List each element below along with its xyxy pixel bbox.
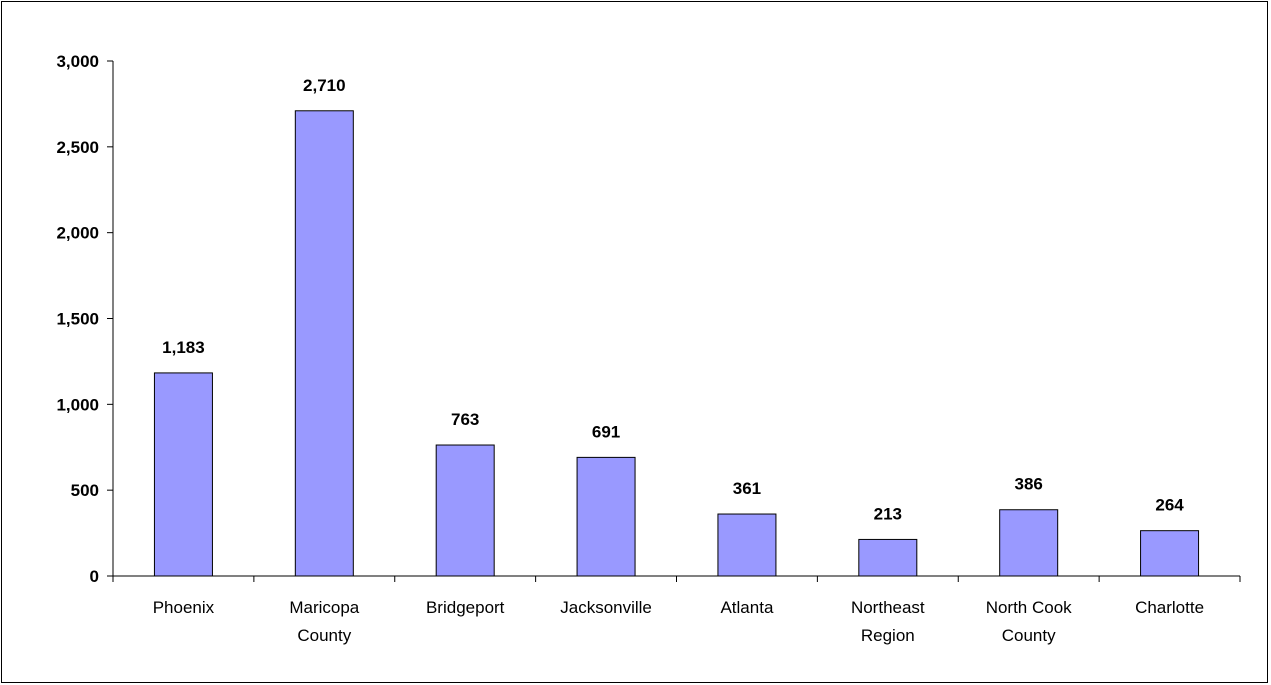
- bar: [999, 509, 1059, 577]
- x-tick-label: County: [297, 626, 351, 645]
- x-tick-label: Northeast: [851, 598, 925, 617]
- bar: [717, 513, 777, 577]
- bar: [294, 110, 354, 577]
- y-tick-label: 500: [71, 481, 99, 500]
- data-label: 1,183: [162, 338, 205, 357]
- x-tick-label: Charlotte: [1135, 598, 1204, 617]
- x-tick-label: Bridgeport: [426, 598, 505, 617]
- x-tick-label: Phoenix: [153, 598, 215, 617]
- bar: [858, 538, 918, 577]
- bar: [576, 456, 636, 577]
- data-label: 361: [733, 479, 761, 498]
- bar: [153, 372, 213, 577]
- bar: [1140, 530, 1200, 577]
- x-tick-label: Region: [861, 626, 915, 645]
- y-tick-label: 3,000: [56, 52, 99, 71]
- y-tick-label: 2,500: [56, 138, 99, 157]
- x-tick-label: Jacksonville: [560, 598, 652, 617]
- x-tick-label: North Cook: [986, 598, 1072, 617]
- bar: [435, 444, 495, 577]
- data-label: 763: [451, 410, 479, 429]
- x-tick-label: County: [1002, 626, 1056, 645]
- y-tick-label: 1,000: [56, 395, 99, 414]
- data-label: 691: [592, 422, 620, 441]
- y-tick-label: 0: [90, 567, 99, 586]
- x-tick-label: Maricopa: [289, 598, 359, 617]
- y-tick-label: 1,500: [56, 310, 99, 329]
- data-label: 2,710: [303, 76, 346, 95]
- data-label: 386: [1015, 475, 1043, 494]
- data-label: 213: [874, 504, 902, 523]
- x-tick-label: Atlanta: [720, 598, 773, 617]
- data-label: 264: [1155, 496, 1184, 515]
- y-tick-label: 2,000: [56, 224, 99, 243]
